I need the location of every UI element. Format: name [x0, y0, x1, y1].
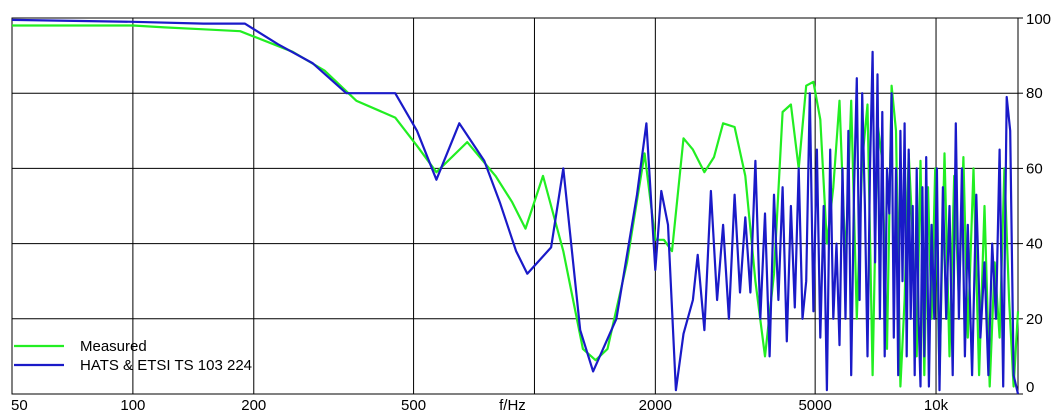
y-tick-label: 60 — [1026, 160, 1043, 177]
y-tick-label: 20 — [1026, 311, 1043, 328]
x-tick-label: 500 — [401, 397, 426, 413]
x-tick-label: 5000 — [798, 397, 831, 413]
x-tick-label: 200 — [241, 397, 266, 413]
x-tick-label: 50 — [11, 397, 28, 413]
y-tick-label: 80 — [1026, 85, 1043, 102]
legend: Measured HATS & ETSI TS 103 224 — [14, 338, 252, 374]
x-axis-label: f/Hz — [499, 397, 526, 413]
y-tick-label: 0 — [1026, 379, 1034, 396]
x-tick-label: 10k — [924, 397, 949, 413]
series-line-hats-etsi — [11, 18, 1020, 395]
y-tick-label: 40 — [1026, 236, 1043, 253]
x-tick-label: 100 — [120, 397, 145, 413]
x-tick-label: 2000 — [639, 397, 672, 413]
legend-label: HATS & ETSI TS 103 224 — [80, 357, 252, 374]
y-tick-label: 100 — [1026, 11, 1051, 28]
legend-label: Measured — [80, 338, 147, 355]
